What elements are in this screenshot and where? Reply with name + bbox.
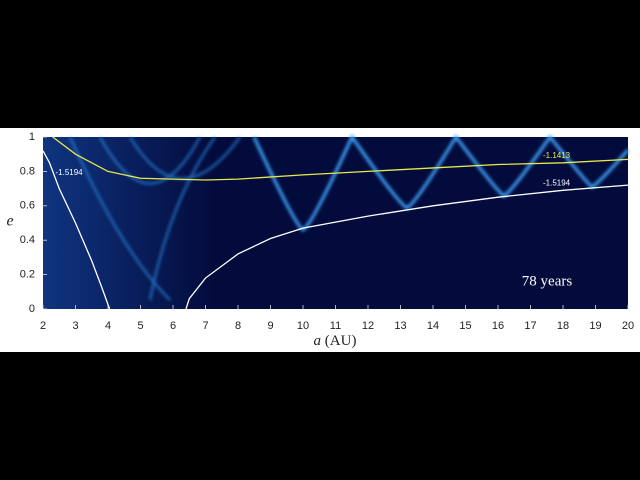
- x-tick-label: 8: [235, 320, 241, 332]
- x-axis-var: a: [314, 333, 322, 349]
- x-tick-label: 19: [589, 320, 601, 332]
- x-tick-label: 3: [72, 320, 78, 332]
- annotation: 78 years: [522, 273, 573, 289]
- x-tick-label: 14: [427, 320, 439, 332]
- x-tick-label: 15: [459, 320, 471, 332]
- x-tick-label: 6: [170, 320, 176, 332]
- contour-line: [185, 184, 629, 310]
- x-tick-label: 11: [330, 320, 341, 332]
- contour-label: -1.5194: [56, 168, 84, 177]
- y-tick-label: 0.4: [20, 234, 35, 246]
- y-tick-label: 0.6: [20, 200, 35, 212]
- y-tick-label: 0.2: [20, 269, 35, 281]
- x-tick-label: 2: [40, 320, 46, 332]
- x-axis-unit: (AU): [325, 333, 357, 349]
- resonance-arcs: [69, 136, 241, 301]
- x-tick-label: 12: [362, 320, 374, 332]
- contour-line: [52, 136, 629, 181]
- x-tick-label: 9: [267, 320, 273, 332]
- y-tick-label: 0.8: [20, 165, 35, 177]
- contour-label: -1.5194: [543, 178, 571, 187]
- y-tick-label: 1: [29, 131, 35, 143]
- x-tick-label: 13: [394, 320, 406, 332]
- x-tick-label: 20: [622, 320, 634, 332]
- x-tick-label: 17: [524, 320, 536, 332]
- x-axis-label: a (AU): [314, 333, 357, 349]
- x-tick-label: 7: [202, 320, 208, 332]
- resonance-arcs: [252, 133, 630, 232]
- contour-line: [42, 150, 111, 310]
- x-tick-label: 16: [492, 320, 504, 332]
- x-tick-label: 5: [137, 320, 143, 332]
- x-tick-label: 18: [557, 320, 569, 332]
- y-axis-label: e: [6, 213, 13, 230]
- y-tick-label: 0: [29, 303, 35, 315]
- contour-label: -1.1413: [543, 151, 571, 160]
- chaotic-region: [43, 137, 213, 309]
- x-tick-label: 10: [297, 320, 309, 332]
- x-tick-label: 4: [105, 320, 111, 332]
